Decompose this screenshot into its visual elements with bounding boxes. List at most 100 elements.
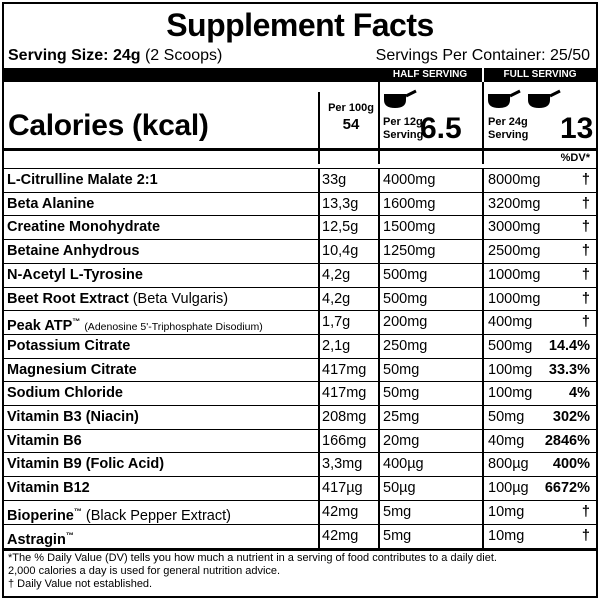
per-100g-calories: 54 <box>342 116 360 133</box>
footnote-calories: 2,000 calories a day is used for general… <box>8 565 281 577</box>
daily-value: † <box>581 243 590 260</box>
full-serving-amount: 10mg <box>488 527 525 544</box>
table-row: Beta Alanine 13,3g 1600mg 3200mg † <box>4 191 596 214</box>
table-row: Beet Root Extract (Beta Vulgaris) 4,2g 500… <box>4 286 596 309</box>
per-100g-amount: 3,3mg <box>322 456 363 473</box>
ingredient-name: Potassium Citrate <box>7 337 131 354</box>
full-serving-amount: 800µg <box>488 456 529 473</box>
full-serving-amount: 500mg <box>488 337 533 354</box>
full-serving-header: FULL SERVING <box>503 69 577 80</box>
footnote-dv: *The % Daily Value (DV) tells you how mu… <box>8 552 497 564</box>
ingredient-name: Betaine Anhydrous <box>7 243 140 260</box>
daily-value: † <box>581 172 590 188</box>
full-serving-label: Per 24g Serving <box>488 116 529 141</box>
serving-size-value: 24g <box>112 47 141 64</box>
table-row: Vitamin B6 166mg 20mg 40mg 2846% <box>4 428 596 451</box>
half-serving-amount: 1500mg <box>383 219 436 236</box>
column-divider <box>318 92 320 164</box>
per-100g-amount: 4,2g <box>322 266 351 283</box>
ingredient-name: L-Citrulline Malate 2:1 <box>7 172 158 188</box>
half-serving-amount: 5mg <box>383 503 412 520</box>
half-serving-amount: 50µg <box>383 480 416 497</box>
ingredient-name: Vitamin B12 <box>7 480 90 497</box>
table-row: Bioperine™ (Black Pepper Extract) 42mg 5mg… <box>4 499 596 524</box>
header-divider <box>482 68 484 82</box>
daily-value: 33.3% <box>548 361 590 378</box>
full-serving-calories: 13 <box>560 112 594 145</box>
daily-value: 4% <box>569 385 590 402</box>
per-100g-amount: 2,1g <box>322 337 351 354</box>
daily-value: † <box>581 527 590 544</box>
table-row: Betaine Anhydrous 10,4g 1250mg 2500mg † <box>4 239 596 261</box>
column-divider <box>378 82 380 164</box>
per-100g-label: Per 100g <box>328 102 374 114</box>
ingredient-name: Beta Alanine <box>7 195 95 212</box>
calories-label: Calories (kcal) <box>8 109 209 142</box>
column-divider <box>482 168 484 550</box>
half-serving-amount: 1600mg <box>383 195 436 212</box>
half-serving-amount: 20mg <box>383 432 420 449</box>
half-serving-amount: 1250mg <box>383 243 436 260</box>
half-serving-amount: 250mg <box>383 337 428 354</box>
daily-value: † <box>581 290 590 307</box>
full-serving-amount: 100mg <box>488 385 533 402</box>
full-serving-amount: 40mg <box>488 432 525 449</box>
table-row: Sodium Chloride 417mg 50mg 100mg 4% <box>4 381 596 403</box>
column-divider <box>318 168 320 550</box>
footer-divider <box>4 548 596 551</box>
full-serving-amount: 8000mg <box>488 172 541 188</box>
daily-value: † <box>581 314 590 331</box>
per-100g-amount: 417mg <box>322 385 367 402</box>
panel-title: Supplement Facts <box>166 7 434 43</box>
full-serving-amount: 1000mg <box>488 290 541 307</box>
ingredient-name: N-Acetyl L-Tyrosine <box>7 266 143 283</box>
scoop-icon <box>384 89 417 108</box>
table-row: Vitamin B9 (Folic Acid) 3,3mg 400µg 800µg 40… <box>4 452 596 474</box>
per-100g-amount: 208mg <box>322 409 367 425</box>
daily-value: 14.4% <box>548 337 590 354</box>
footnote-dagger: † Daily Value not established. <box>8 578 153 590</box>
per-100g-amount: 10,4g <box>322 243 359 260</box>
serving-size-note: (2 Scoops) <box>144 47 223 64</box>
full-serving-amount: 50mg <box>488 409 525 425</box>
calories-divider <box>4 148 596 151</box>
half-serving-amount: 5mg <box>383 527 412 544</box>
ingredient-name: Peak ATP™ (Adenosine 5'-Triphosphate Dis… <box>7 317 263 335</box>
per-100g-amount: 33g <box>322 172 347 188</box>
daily-value: † <box>581 195 590 212</box>
table-row: Vitamin B3 (Niacin) 208mg 25mg 50mg 302% <box>4 405 596 427</box>
half-serving-amount: 25mg <box>383 409 420 425</box>
per-100g-amount: 417mg <box>322 361 367 378</box>
full-serving-amount: 100µg <box>488 480 529 497</box>
full-serving-amount: 3000mg <box>488 219 541 236</box>
table-row: Peak ATP™ (Adenosine 5'-Triphosphate Dis… <box>4 310 596 334</box>
per-100g-amount: 166mg <box>322 432 367 449</box>
half-serving-amount: 50mg <box>383 361 420 378</box>
table-row: Magnesium Citrate 417mg 50mg 100mg 33.3% <box>4 357 596 380</box>
per-100g-amount: 417µg <box>322 480 363 497</box>
half-serving-amount: 50mg <box>383 385 420 402</box>
servings-per-container: Servings Per Container: 25/50 <box>375 47 590 64</box>
table-row: Potassium Citrate 2,1g 250mg 500mg 14.4% <box>4 333 596 356</box>
per-100g-amount: 42mg <box>322 503 359 520</box>
full-serving-amount: 2500mg <box>488 243 541 260</box>
half-serving-amount: 400µg <box>383 456 424 473</box>
daily-value: 2846% <box>544 432 590 449</box>
ingredient-name: Vitamin B6 <box>7 432 82 449</box>
ingredient-name: Beet Root Extract (Beta Vulgaris) <box>7 290 229 307</box>
half-serving-header: HALF SERVING <box>392 69 468 80</box>
table-row: L-Citrulline Malate 2:1 33g 4000mg 8000mg † <box>4 168 596 190</box>
ingredient-name: Astragin™ <box>7 530 74 548</box>
table-row: Creatine Monohydrate 12,5g 1500mg 3000mg † <box>4 215 596 237</box>
column-divider <box>378 168 380 550</box>
ingredient-name: Vitamin B9 (Folic Acid) <box>7 456 165 473</box>
daily-value: † <box>581 503 590 520</box>
daily-value: 6672% <box>544 480 590 497</box>
full-serving-amount: 3200mg <box>488 195 541 212</box>
per-100g-amount: 1,7g <box>322 314 351 331</box>
table-row: N-Acetyl L-Tyrosine 4,2g 500mg 1000mg † <box>4 262 596 285</box>
dv-header: %DV* <box>560 152 590 164</box>
daily-value: † <box>581 266 590 283</box>
ingredient-name: Creatine Monohydrate <box>7 219 161 236</box>
